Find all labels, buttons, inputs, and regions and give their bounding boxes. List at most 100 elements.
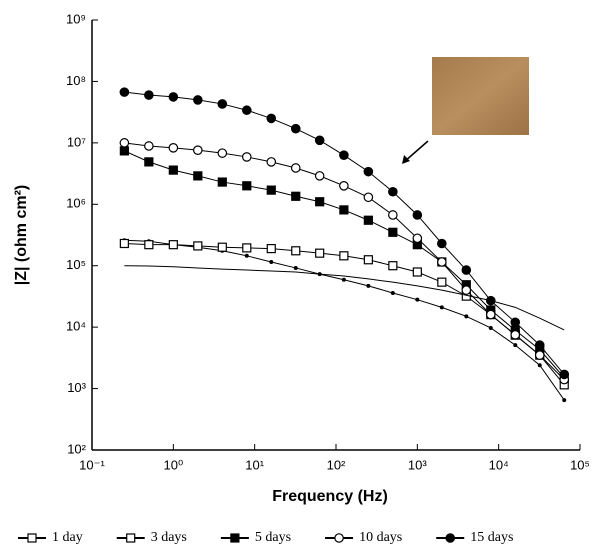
marker: [534, 340, 545, 350]
x-tick-label: 10⁻¹: [79, 457, 105, 472]
y-tick-label: 10⁸: [66, 73, 86, 88]
marker: [464, 314, 469, 319]
marker: [363, 215, 373, 225]
marker: [412, 210, 423, 220]
marker: [217, 148, 228, 158]
marker: [461, 265, 472, 275]
marker: [339, 205, 349, 215]
marker: [168, 143, 179, 153]
marker: [119, 87, 130, 97]
marker: [437, 257, 447, 267]
marker: [437, 238, 447, 249]
x-tick-label: 10⁵: [570, 457, 590, 472]
marker: [439, 305, 444, 310]
x-tick-label: 10⁴: [489, 457, 509, 472]
marker: [510, 330, 521, 340]
marker: [415, 297, 420, 302]
y-tick-label: 10²: [67, 441, 86, 456]
marker: [144, 240, 154, 250]
marker: [562, 398, 567, 403]
marker: [363, 255, 373, 265]
arrow: [403, 140, 429, 163]
legend-label: 10 days: [359, 530, 402, 545]
marker: [485, 309, 496, 320]
marker: [315, 197, 325, 207]
y-tick-label: 10⁶: [66, 196, 86, 211]
marker: [293, 265, 298, 270]
marker: [341, 277, 346, 282]
marker: [412, 267, 422, 277]
marker: [510, 317, 521, 328]
x-tick-label: 10⁰: [163, 457, 183, 472]
marker: [291, 191, 301, 201]
y-tick-label: 10³: [67, 380, 86, 395]
marker: [488, 325, 493, 330]
marker: [363, 166, 374, 177]
marker: [241, 152, 252, 162]
y-axis-title: |Z| (ohm cm²): [13, 185, 30, 286]
marker: [119, 238, 129, 249]
inset-photo: [432, 57, 529, 135]
marker: [534, 350, 545, 360]
marker: [314, 171, 325, 181]
marker: [266, 185, 276, 195]
y-tick-label: 10⁵: [66, 257, 86, 272]
marker: [193, 171, 203, 181]
y-tick-label: 10⁴: [66, 319, 86, 334]
marker: [242, 181, 252, 191]
marker: [537, 363, 542, 368]
marker: [217, 242, 227, 252]
marker: [513, 343, 518, 348]
marker: [388, 210, 398, 220]
marker: [315, 248, 325, 258]
marker: [388, 186, 398, 197]
legend-label: 1 day: [52, 530, 83, 545]
marker: [314, 135, 325, 146]
marker: [412, 233, 423, 244]
arrow-head: [402, 155, 410, 164]
marker: [244, 253, 249, 258]
marker: [291, 246, 301, 256]
marker: [168, 240, 178, 250]
marker: [144, 90, 154, 100]
marker: [390, 290, 395, 295]
marker: [559, 369, 570, 380]
marker: [437, 277, 447, 287]
marker: [119, 146, 129, 156]
legend-label: 3 days: [151, 530, 187, 545]
marker: [363, 192, 374, 203]
marker: [217, 177, 227, 187]
marker: [217, 99, 228, 109]
x-tick-label: 10²: [327, 457, 346, 472]
marker: [168, 165, 178, 175]
marker: [144, 141, 154, 151]
legend-label: 5 days: [255, 530, 291, 545]
x-tick-label: 10¹: [245, 457, 264, 472]
marker: [266, 243, 276, 254]
marker: [461, 285, 472, 295]
marker: [193, 145, 203, 155]
legend-marker: [230, 533, 240, 543]
marker: [266, 157, 277, 167]
marker: [266, 113, 277, 124]
y-tick-label: 10⁷: [67, 134, 86, 149]
marker: [269, 259, 274, 264]
marker: [241, 105, 252, 116]
marker: [339, 251, 349, 261]
marker: [388, 227, 398, 237]
marker: [193, 241, 203, 251]
y-tick-label: 10⁹: [66, 11, 86, 26]
legend-marker: [334, 533, 344, 543]
marker: [339, 180, 349, 191]
marker: [366, 283, 371, 288]
legend-label: 15 days: [470, 530, 513, 545]
marker: [290, 123, 301, 134]
legend-marker: [27, 533, 37, 543]
series-line: [124, 265, 565, 331]
marker: [290, 163, 301, 173]
marker: [193, 95, 203, 105]
x-tick-label: 10³: [408, 457, 427, 472]
marker: [144, 157, 154, 167]
marker: [388, 261, 398, 271]
